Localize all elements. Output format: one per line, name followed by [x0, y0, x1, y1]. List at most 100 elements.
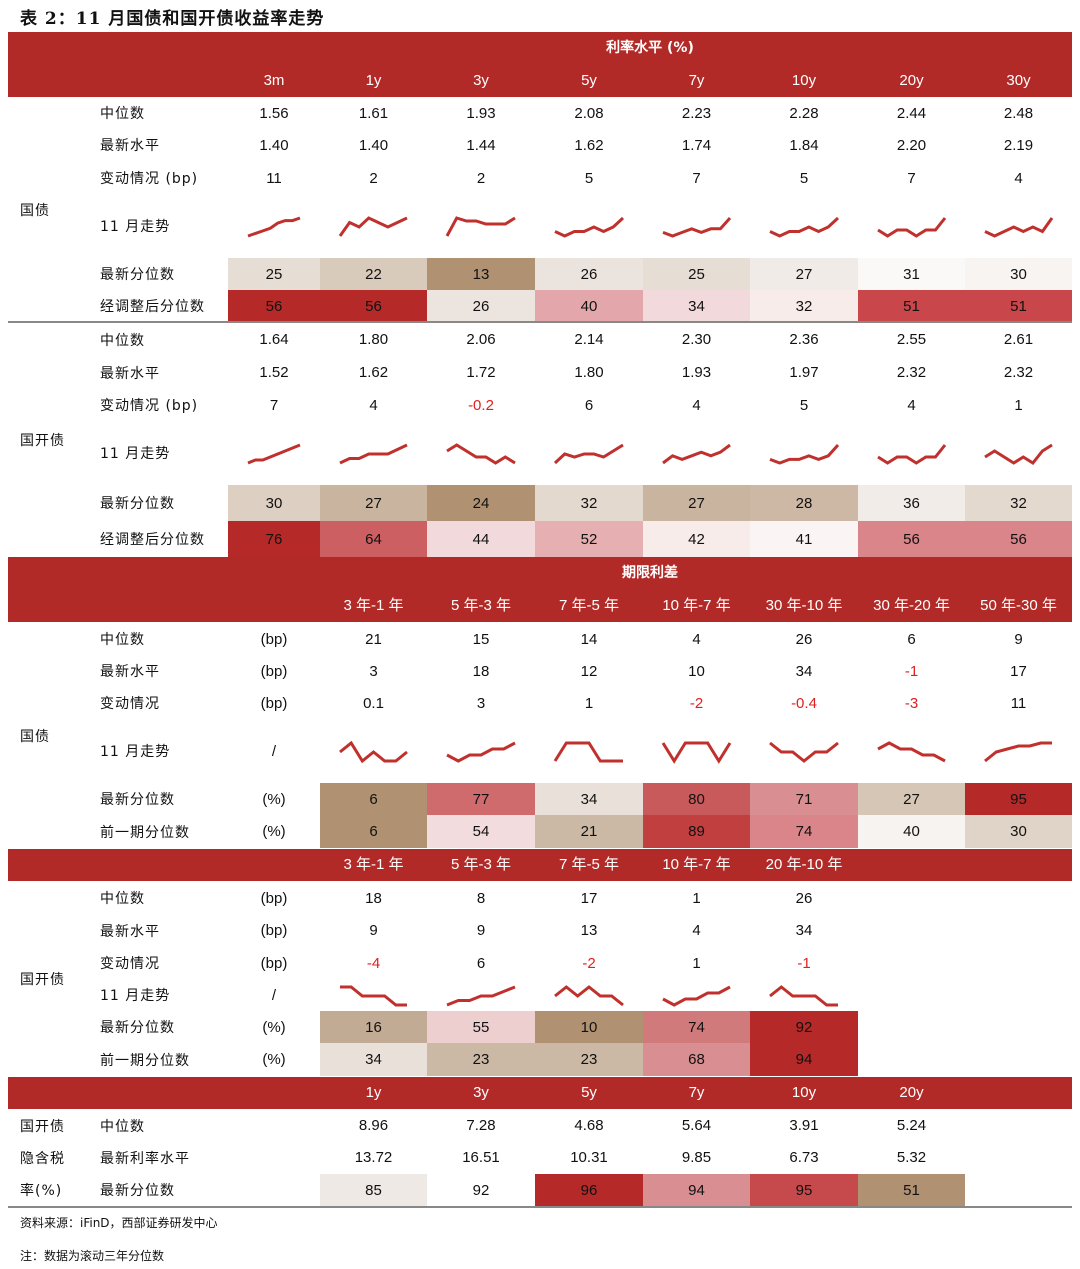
- table-cell: 85: [320, 1174, 427, 1206]
- row-label: 中位数: [100, 891, 145, 907]
- column-header: 3y: [473, 72, 489, 89]
- table-cell: 74: [643, 1011, 750, 1043]
- table-cell: 30: [228, 485, 320, 521]
- row-label: 变动情况 (bp): [100, 398, 199, 414]
- trend-sparkline: [769, 443, 840, 465]
- column-header: 7y: [688, 72, 705, 89]
- table-cell: 9.85: [681, 1149, 712, 1166]
- table-cell: 2.14: [574, 331, 604, 348]
- column-header: 10 年-7 年: [662, 856, 731, 873]
- sparkline-line: [445, 216, 516, 237]
- sparkline-line: [446, 985, 516, 1007]
- column-header: 5y: [581, 1084, 597, 1101]
- table-cell: 34: [535, 783, 643, 815]
- column-header: 1y: [365, 72, 382, 89]
- table-cell: 7: [907, 169, 916, 187]
- column-header: 3 年-1 年: [343, 856, 404, 873]
- table-cell: 1: [584, 694, 594, 712]
- table-cell: 96: [535, 1174, 643, 1206]
- table-cell: 13: [427, 258, 535, 290]
- row-label: 前一期分位数: [100, 1052, 190, 1069]
- trend-sparkline: [984, 443, 1053, 465]
- table-cell: 6: [584, 396, 594, 414]
- table-cell: 2.06: [466, 331, 496, 348]
- divider: [8, 321, 1072, 323]
- column-header: 30 年-20 年: [873, 597, 950, 614]
- unit-label: (bp): [260, 662, 288, 680]
- table-cell: 5.64: [681, 1117, 712, 1134]
- table-cell: 5: [584, 169, 594, 187]
- table-cell: 12: [580, 662, 598, 680]
- table-cell: -0.4: [791, 694, 817, 712]
- sparkline-line: [340, 985, 407, 1007]
- table-cell: 4: [369, 396, 378, 414]
- group-label: 国债: [20, 728, 50, 745]
- row-label: 最新分位数: [100, 267, 175, 283]
- trend-sparkline: [247, 216, 301, 238]
- section-title: 利率水平 (%): [606, 40, 694, 56]
- sparkline-line: [877, 444, 947, 465]
- table-cell: 21: [365, 630, 382, 648]
- trend-sparkline: [769, 985, 838, 1007]
- table-cell: 1: [692, 954, 701, 972]
- trend-sparkline: [553, 741, 623, 763]
- table-cell: 2.28: [789, 104, 819, 122]
- trend-sparkline: [339, 443, 408, 465]
- row-label: 最新水平: [100, 923, 160, 940]
- trend-sparkline: [769, 741, 839, 763]
- table-cell: 3: [476, 694, 486, 712]
- table-cell: -2: [689, 694, 704, 712]
- table-cell: 22: [320, 258, 427, 290]
- table-cell: 1.56: [259, 104, 289, 122]
- table-cell: 6: [907, 630, 916, 648]
- table-cell: 64: [320, 521, 427, 557]
- table-cell: 10.31: [570, 1149, 608, 1166]
- table-cell: 10: [535, 1011, 643, 1043]
- table-cell: 5.24: [896, 1117, 927, 1134]
- table-cell: 40: [535, 290, 643, 322]
- table-cell: 2.48: [1003, 104, 1034, 122]
- column-header: 7 年-5 年: [558, 597, 619, 614]
- column-header: 10y: [791, 72, 817, 89]
- table-cell: 2.19: [1003, 136, 1034, 154]
- table-cell: 2.08: [574, 104, 604, 122]
- trend-sparkline: [877, 444, 947, 465]
- table-cell: 51: [858, 1174, 965, 1206]
- table-cell: 1.62: [358, 364, 389, 381]
- table-cell: 25: [643, 258, 750, 290]
- table-cell: 7.28: [466, 1117, 496, 1134]
- column-header: 30 年-10 年: [765, 597, 843, 614]
- table-cell: 51: [858, 290, 965, 322]
- table-cell: 27: [750, 258, 858, 290]
- table-cell: 1.40: [358, 136, 389, 154]
- unit-label: (bp): [260, 954, 288, 972]
- sparkline-line: [446, 443, 516, 465]
- row-label: 11 月走势: [100, 988, 171, 1004]
- column-header: 5 年-3 年: [450, 597, 511, 614]
- table-cell: 30: [965, 815, 1072, 848]
- sparkline-line: [446, 741, 516, 763]
- section-title: 期限利差: [622, 565, 678, 581]
- table-cell: 80: [643, 783, 750, 815]
- sparkline-line: [553, 741, 623, 763]
- column-header: 50 年-30 年: [980, 597, 1057, 614]
- table-cell: 2: [476, 169, 486, 187]
- table-cell: 26: [795, 630, 813, 648]
- unit-label: (bp): [260, 630, 288, 648]
- table-cell: 1.62: [574, 136, 604, 154]
- column-header: 30y: [1006, 72, 1031, 89]
- table-cell: 27: [643, 485, 750, 521]
- sparkline-line: [339, 443, 408, 465]
- table-cell: 52: [535, 521, 643, 557]
- trend-sparkline: [554, 216, 625, 238]
- trend-sparkline: [340, 985, 407, 1007]
- row-label: 中位数: [100, 106, 145, 122]
- column-header: 10y: [791, 1084, 817, 1101]
- table-cell: 32: [535, 485, 643, 521]
- table-cell: 26: [795, 889, 813, 907]
- table-cell: 92: [750, 1011, 858, 1043]
- table-cell: 6.73: [789, 1149, 819, 1166]
- row-label: 变动情况: [100, 696, 160, 712]
- trend-sparkline: [661, 741, 732, 764]
- row-label: 前一期分位数: [100, 824, 190, 841]
